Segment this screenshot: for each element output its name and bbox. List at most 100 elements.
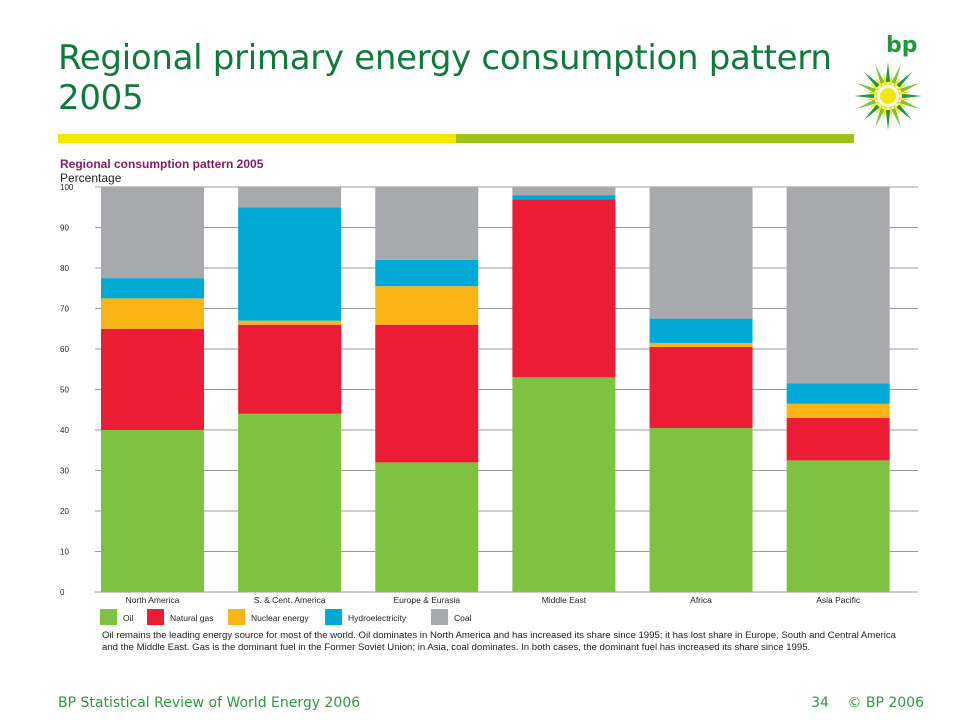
helios-inner-ray xyxy=(864,91,879,96)
y-tick-label: 60 xyxy=(60,345,69,354)
bar-segment xyxy=(512,377,616,592)
helios-inner-ray xyxy=(868,99,881,110)
bar-segment xyxy=(649,346,753,428)
helios-ray xyxy=(899,99,920,110)
title-bar-yellow-segment xyxy=(58,134,456,143)
y-tick-label: 80 xyxy=(60,264,69,273)
bar-segment xyxy=(512,199,616,378)
bar-segment xyxy=(238,187,342,208)
helios-inner-ray xyxy=(891,103,902,116)
legend-swatch xyxy=(228,609,245,625)
y-tick-label: 0 xyxy=(60,588,65,597)
x-tick-label: Middle East xyxy=(542,595,587,605)
bar-segment xyxy=(649,342,753,347)
y-tick-label: 20 xyxy=(60,507,69,516)
bar-segment xyxy=(375,462,479,592)
helios-inner-ray xyxy=(897,96,912,101)
title-bar-green-segment xyxy=(456,134,854,143)
stacked-bar-chart: 0 10 20 30 40 50 60 70 80 90 100 North America S. & … xyxy=(60,183,918,625)
bar-segment xyxy=(238,413,342,592)
y-tick-label: 100 xyxy=(60,183,74,192)
helios-ray xyxy=(899,82,920,93)
helios-inner-ray xyxy=(897,91,912,96)
helios-ray xyxy=(863,71,880,88)
helios-sunburst-icon xyxy=(854,62,922,130)
bar-segment xyxy=(786,403,890,418)
title-underline-bar xyxy=(58,134,854,143)
helios-inner-ray xyxy=(883,72,888,87)
helios-ray xyxy=(863,104,880,121)
y-tick-label: 90 xyxy=(60,224,69,233)
helios-ray xyxy=(896,71,913,88)
helios-ray xyxy=(856,99,877,110)
helios-inner-ray xyxy=(874,103,885,116)
helios-ray xyxy=(901,93,922,99)
x-tick-label: Asia Pacific xyxy=(816,595,861,605)
footer-source: BP Statistical Review of World Energy 20… xyxy=(58,695,361,711)
helios-ray xyxy=(885,109,891,130)
y-tick-label: 40 xyxy=(60,426,69,435)
bp-helios-logo: bp xyxy=(854,33,922,130)
x-tick-label: Europe & Eurasia xyxy=(393,595,460,605)
y-tick-label: 70 xyxy=(60,305,69,314)
legend-swatch xyxy=(431,609,448,625)
chart-caption: Oil remains the leading energy source fo… xyxy=(102,630,897,653)
x-tick-label: Africa xyxy=(690,595,712,605)
helios-inner-ray xyxy=(895,82,908,93)
bar-segment xyxy=(649,427,753,592)
helios-ray xyxy=(874,107,885,128)
x-tick-label: North America xyxy=(126,595,180,605)
bar-segment xyxy=(101,298,204,329)
bar-segment xyxy=(375,187,479,260)
y-tick-label: 10 xyxy=(60,548,69,557)
chart-title: Regional consumption pattern 2005 xyxy=(60,157,264,171)
helios-inner-ray xyxy=(868,82,881,93)
bar-segment xyxy=(649,318,753,343)
helios-ray xyxy=(891,107,902,128)
bar-segment xyxy=(238,324,342,414)
bar-segment xyxy=(101,278,204,299)
helios-ray xyxy=(896,104,913,121)
legend-label: Oil xyxy=(123,613,134,623)
helios-center xyxy=(880,88,896,104)
bar-segment xyxy=(512,195,616,200)
bar-segment xyxy=(786,460,890,592)
bar-segment xyxy=(101,430,204,592)
bp-logo-text: bp xyxy=(886,33,918,58)
legend-label: Natural gas xyxy=(170,613,213,623)
bar-segment xyxy=(238,207,342,321)
bar-segment xyxy=(786,417,890,461)
bar-segment xyxy=(101,187,204,279)
bar-segment xyxy=(786,383,890,404)
helios-inner-ray xyxy=(874,76,885,89)
copyright: © BP 2006 xyxy=(847,695,924,711)
x-tick-label: S. & Cent. America xyxy=(254,595,326,605)
y-tick-label: 30 xyxy=(60,467,69,476)
helios-inner-ray xyxy=(895,99,908,110)
y-tick-label: 50 xyxy=(60,386,69,395)
chart-ylabel: Percentage xyxy=(60,171,122,185)
bar-segment xyxy=(786,187,890,384)
legend-label: Coal xyxy=(454,613,472,623)
helios-inner-ray xyxy=(891,76,902,89)
bar-segment xyxy=(512,187,616,196)
legend-label: Hydroelectricity xyxy=(348,613,407,623)
legend-swatch xyxy=(100,609,117,625)
bar-segment xyxy=(238,320,342,325)
page-number: 34 xyxy=(811,695,829,711)
legend-swatch xyxy=(147,609,164,625)
helios-ray xyxy=(874,64,885,85)
footer-right: 34 © BP 2006 xyxy=(797,695,924,711)
helios-ray xyxy=(891,64,902,85)
helios-inner-ray xyxy=(864,96,879,101)
bar-segment xyxy=(101,328,204,430)
legend-swatch xyxy=(325,609,342,625)
helios-inner-ray xyxy=(883,105,888,120)
slide-title: Regional primary energy consumption patt… xyxy=(58,38,832,118)
helios-ray xyxy=(854,93,875,99)
legend-label: Nuclear energy xyxy=(251,613,309,623)
bar-segment xyxy=(375,286,479,325)
helios-inner-ray xyxy=(888,72,893,87)
helios-ray xyxy=(856,82,877,93)
helios-ray xyxy=(885,62,891,83)
